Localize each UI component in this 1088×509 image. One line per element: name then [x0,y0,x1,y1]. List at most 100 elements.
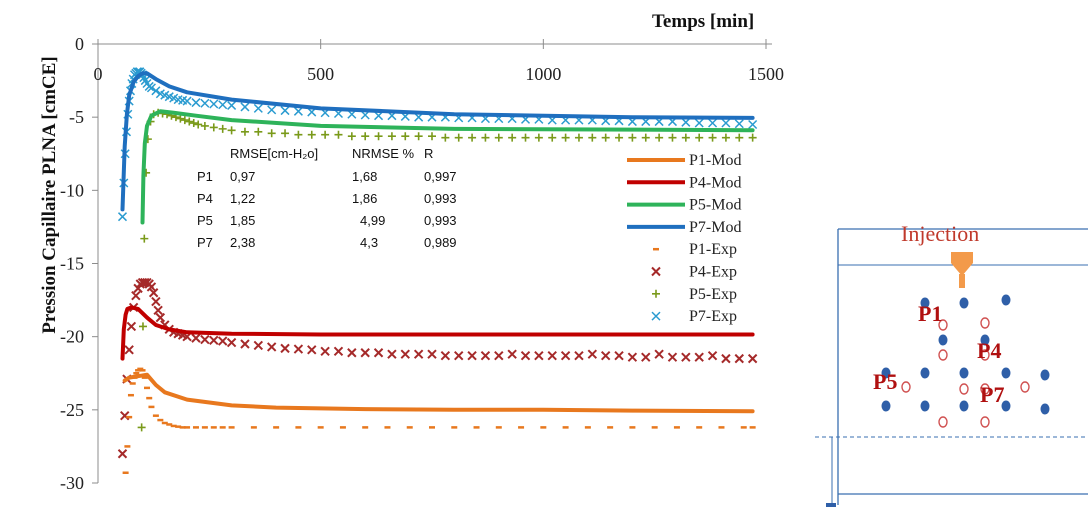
x-tick-label: 500 [307,64,334,84]
data-point-p5-exp [748,133,757,142]
data-point-p4-exp [614,350,624,361]
sensor-filled-dot [920,367,930,379]
legend-label: P1-Exp [689,241,737,258]
legend-item-p7-exp: P7-Exp [651,308,737,325]
data-point-p4-exp [153,305,163,316]
data-point-p7-exp [293,106,303,116]
drain-foot [826,503,836,507]
sensor-open-dot [959,383,969,395]
data-point-p5-exp [735,133,744,142]
legend-swatch [651,311,661,321]
y-tick-label: -10 [60,180,84,200]
series-p4-exp [117,277,758,459]
data-point-p5-exp [641,133,650,142]
data-point-p5-exp [194,120,203,129]
data-point-p5-exp [294,130,303,139]
data-point-p4-exp [694,352,704,362]
sensor-filled-dot [1001,400,1011,412]
series-p1-mod [122,372,755,414]
sensor-open-dot [980,416,990,428]
data-point-p7-exp [280,106,290,116]
stats-cell: 1,85 [230,213,255,228]
sensor-open-dot [938,416,948,428]
data-point-p4-exp [560,350,571,361]
data-point-p4-exp [333,346,344,357]
data-point-p4-exp [681,352,691,362]
sensor-filled-dot [920,297,930,309]
sensor-filled-dot [980,334,990,346]
data-point-p5-exp [561,133,570,142]
stats-cell: P5 [197,213,213,228]
data-point-p5-exp [200,121,209,130]
sensor-open-dot [980,317,990,329]
legend: P1-Mod P4-Mod P5-Mod P7-Mod P1-Exp P4-Exp P5-E… [627,152,741,325]
data-point-p7-exp [209,99,219,109]
label-p1: P1 [918,301,942,326]
legend-swatch [652,289,660,298]
data-point-p4-exp [721,353,731,364]
y-tick-label: -25 [60,400,84,420]
data-point-p5-exp [494,133,503,142]
data-point-p5-exp [254,127,263,136]
data-point-p5-exp [468,133,477,142]
data-point-p7-exp [374,111,384,121]
data-point-p5-exp [180,116,189,125]
sensor-open-dot [938,319,948,331]
data-point-p5-exp [615,133,624,142]
data-point-p5-exp [548,133,557,142]
stats-cell: 2,38 [230,235,255,250]
data-point-p4-exp [747,353,758,364]
legend-item-p1-mod: P1-Mod [627,152,741,169]
stats-cell: 0,993 [424,213,457,228]
data-point-p4-exp [240,339,250,349]
stats-cell: 1,22 [230,191,255,206]
x-tick-label: 0 [94,64,103,84]
data-point-p4-exp [200,334,210,345]
label-p5: P5 [873,369,897,394]
x-axis-ticks: 0 500 1000 1500 [94,39,784,84]
data-point-p4-exp [266,342,277,352]
data-point-p7-exp [200,98,210,108]
data-point-p7-exp [151,86,161,96]
stats-cell: P7 [197,235,213,250]
sensor-open-dot [1020,381,1030,393]
data-point-p5-exp [240,127,249,136]
data-point-p7-exp [253,103,263,113]
data-point-p4-exp [360,348,370,358]
legend-item-p4-exp: P4-Exp [651,264,737,281]
stats-header: R [424,146,433,161]
data-point-p7-exp [748,119,758,130]
data-point-p4-exp [307,345,317,355]
legend-item-p5-mod: P5-Mod [627,197,741,214]
legend-swatch [651,266,661,277]
data-point-p7-exp [182,96,192,106]
data-point-p5-exp [588,133,597,142]
series-line-p7-mod [120,71,755,212]
data-point-p5-exp [428,132,436,141]
sensor-filled-dot [1040,369,1050,381]
sensor-filled-dot [1040,403,1050,415]
sensor-filled-dot [881,367,891,379]
x-tick-label: 1000 [525,64,561,84]
data-point-p4-exp [627,352,638,362]
data-point-p5-exp [695,133,704,142]
data-point-p5-exp [521,133,530,142]
sensor-filled-dot [938,334,948,346]
data-point-p4-exp [373,348,384,358]
stats-cell: 0,97 [230,169,255,184]
data-point-p4-exp [480,350,491,361]
data-point-p5-exp [321,130,330,139]
data-point-p4-exp [440,350,451,361]
data-point-p5-exp [185,117,194,126]
sensor-filled-dot [881,400,891,412]
legend-label: P4-Mod [689,174,741,191]
data-point-p5-exp [534,133,543,142]
data-point-p5-exp [281,129,290,138]
data-point-p5-exp [138,322,147,331]
data-point-p5-exp [601,133,610,142]
series-p1-exp [122,367,756,475]
data-point-p4-exp [507,349,517,359]
data-point-p4-exp [734,353,744,364]
data-point-p4-exp [494,350,504,361]
legend-item-p7-mod: P7-Mod [627,219,741,236]
